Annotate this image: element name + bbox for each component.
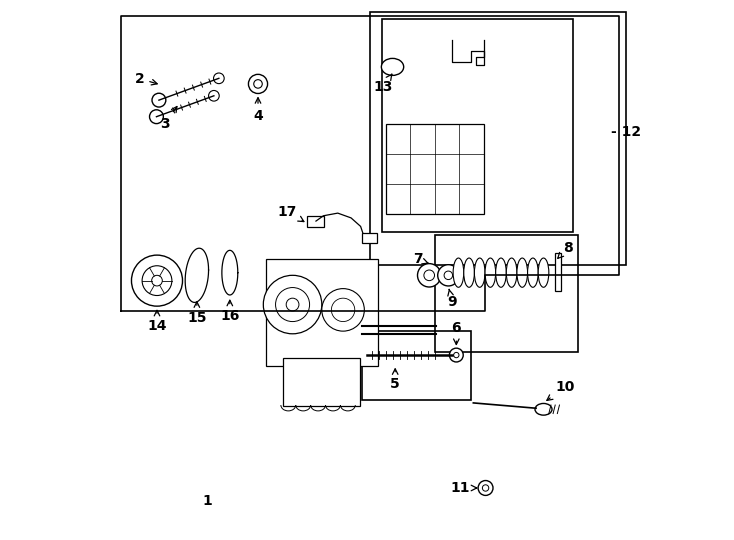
- Text: 13: 13: [374, 74, 393, 93]
- Circle shape: [418, 264, 441, 287]
- Text: 14: 14: [148, 310, 167, 333]
- Ellipse shape: [453, 258, 464, 287]
- Circle shape: [214, 73, 224, 84]
- Ellipse shape: [495, 258, 506, 287]
- Ellipse shape: [517, 258, 528, 287]
- Circle shape: [275, 287, 310, 322]
- Text: 7: 7: [413, 252, 428, 266]
- Ellipse shape: [535, 403, 552, 415]
- Text: 16: 16: [220, 300, 239, 323]
- Bar: [283, 357, 360, 406]
- Circle shape: [444, 271, 453, 280]
- Text: 5: 5: [390, 369, 400, 392]
- Text: 8: 8: [558, 241, 573, 258]
- Circle shape: [478, 481, 493, 495]
- Ellipse shape: [506, 258, 517, 287]
- Circle shape: [264, 275, 321, 334]
- Circle shape: [152, 275, 162, 286]
- Text: 17: 17: [277, 205, 304, 221]
- Circle shape: [331, 298, 355, 322]
- Ellipse shape: [538, 258, 549, 287]
- Circle shape: [254, 80, 262, 88]
- Ellipse shape: [474, 258, 485, 287]
- Circle shape: [208, 91, 219, 101]
- Bar: [435, 235, 578, 353]
- Bar: [308, 216, 324, 227]
- Ellipse shape: [528, 258, 538, 287]
- Circle shape: [424, 270, 435, 281]
- Circle shape: [449, 348, 463, 362]
- Ellipse shape: [485, 258, 495, 287]
- Text: 3: 3: [160, 106, 177, 131]
- Text: 1: 1: [203, 494, 212, 508]
- Text: 15: 15: [187, 302, 206, 325]
- Text: 10: 10: [547, 380, 575, 401]
- Ellipse shape: [382, 58, 404, 76]
- Text: - 12: - 12: [611, 125, 641, 139]
- Bar: [370, 12, 626, 265]
- Circle shape: [142, 266, 172, 295]
- Circle shape: [152, 93, 166, 107]
- Circle shape: [248, 75, 268, 93]
- Circle shape: [286, 298, 299, 311]
- Bar: [362, 233, 377, 244]
- Text: 2: 2: [134, 72, 157, 86]
- Bar: [555, 253, 561, 291]
- Bar: [382, 19, 573, 232]
- Text: 11: 11: [450, 481, 476, 495]
- Text: 4: 4: [253, 98, 263, 123]
- Bar: [385, 124, 484, 214]
- Circle shape: [321, 288, 364, 331]
- Bar: [266, 259, 377, 366]
- Bar: [362, 331, 470, 400]
- Ellipse shape: [464, 258, 474, 287]
- Circle shape: [131, 255, 183, 306]
- Text: 9: 9: [447, 289, 457, 309]
- Circle shape: [437, 265, 459, 286]
- Circle shape: [150, 110, 164, 124]
- Circle shape: [454, 353, 459, 357]
- Circle shape: [482, 485, 489, 491]
- Text: 6: 6: [451, 321, 461, 345]
